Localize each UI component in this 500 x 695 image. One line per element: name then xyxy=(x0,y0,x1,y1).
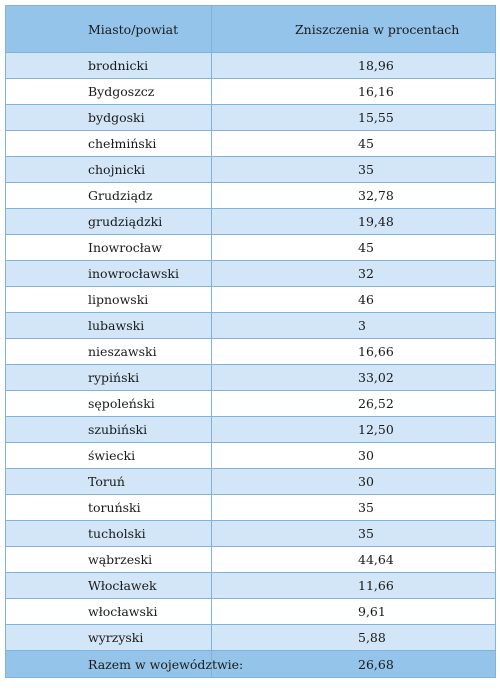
row-value-cell: 32,78 xyxy=(211,182,496,209)
row-name-cell: nieszawski xyxy=(5,338,212,365)
row-name-cell: rypiński xyxy=(5,364,212,391)
row-value-cell: 16,16 xyxy=(211,78,496,105)
table-total-row: Razem w województwie: 26,68 xyxy=(5,650,496,678)
table-row: szubiński 12,50 xyxy=(5,416,496,443)
total-value: 26,68 xyxy=(211,650,496,678)
row-name-cell: grudziądzki xyxy=(5,208,212,235)
destruction-table: Miasto/powiat Zniszczenia w procentach b… xyxy=(5,5,496,678)
row-name-cell: chełmiński xyxy=(5,130,212,157)
row-name-cell: bydgoski xyxy=(5,104,212,131)
row-value-cell: 32 xyxy=(211,260,496,287)
row-value-cell: 12,50 xyxy=(211,416,496,443)
row-value-cell: 35 xyxy=(211,156,496,183)
column-header-destruction-percent: Zniszczenia w procentach xyxy=(211,5,496,53)
row-value-cell: 9,61 xyxy=(211,598,496,625)
row-name-cell: Bydgoszcz xyxy=(5,78,212,105)
row-value-cell: 30 xyxy=(211,442,496,469)
row-name-cell: lipnowski xyxy=(5,286,212,313)
row-value-cell: 33,02 xyxy=(211,364,496,391)
row-name-cell: Inowrocław xyxy=(5,234,212,261)
row-name-cell: wąbrzeski xyxy=(5,546,212,573)
table-row: Inowrocław 45 xyxy=(5,234,496,261)
table-row: Toruń 30 xyxy=(5,468,496,495)
table-row: inowrocławski 32 xyxy=(5,260,496,287)
table-row: rypiński 33,02 xyxy=(5,364,496,391)
row-value-cell: 45 xyxy=(211,234,496,261)
row-value-cell: 18,96 xyxy=(211,52,496,79)
column-header-city-county: Miasto/powiat xyxy=(5,5,212,53)
table-row: brodnicki 18,96 xyxy=(5,52,496,79)
row-name-cell: włocławski xyxy=(5,598,212,625)
table-header-row: Miasto/powiat Zniszczenia w procentach xyxy=(5,5,496,53)
row-name-cell: świecki xyxy=(5,442,212,469)
table-row: bydgoski 15,55 xyxy=(5,104,496,131)
row-value-cell: 15,55 xyxy=(211,104,496,131)
row-name-cell: brodnicki xyxy=(5,52,212,79)
row-value-cell: 16,66 xyxy=(211,338,496,365)
row-name-cell: szubiński xyxy=(5,416,212,443)
row-value-cell: 11,66 xyxy=(211,572,496,599)
total-label: Razem w województwie: xyxy=(5,650,243,678)
table-body: brodnicki 18,96 Bydgoszcz 16,16 bydgoski 15,5… xyxy=(5,52,496,651)
table-row: Włocławek 11,66 xyxy=(5,572,496,599)
row-name-cell: Toruń xyxy=(5,468,212,495)
row-name-cell: inowrocławski xyxy=(5,260,212,287)
table-row: tucholski 35 xyxy=(5,520,496,547)
table-row: włocławski 9,61 xyxy=(5,598,496,625)
row-name-cell: Grudziądz xyxy=(5,182,212,209)
table-row: świecki 30 xyxy=(5,442,496,469)
table-row: toruński 35 xyxy=(5,494,496,521)
table-row: Bydgoszcz 16,16 xyxy=(5,78,496,105)
row-value-cell: 30 xyxy=(211,468,496,495)
table-row: Grudziądz 32,78 xyxy=(5,182,496,209)
row-value-cell: 46 xyxy=(211,286,496,313)
row-value-cell: 45 xyxy=(211,130,496,157)
table-row: lipnowski 46 xyxy=(5,286,496,313)
row-name-cell: wyrzyski xyxy=(5,624,212,651)
row-name-cell: lubawski xyxy=(5,312,212,339)
row-value-cell: 19,48 xyxy=(211,208,496,235)
row-name-cell: sępoleński xyxy=(5,390,212,417)
row-value-cell: 5,88 xyxy=(211,624,496,651)
row-name-cell: toruński xyxy=(5,494,212,521)
row-value-cell: 35 xyxy=(211,520,496,547)
table-row: wyrzyski 5,88 xyxy=(5,624,496,651)
table-row: lubawski 3 xyxy=(5,312,496,339)
row-value-cell: 44,64 xyxy=(211,546,496,573)
table-row: chełmiński 45 xyxy=(5,130,496,157)
row-value-cell: 3 xyxy=(211,312,496,339)
row-value-cell: 26,52 xyxy=(211,390,496,417)
table-row: sępoleński 26,52 xyxy=(5,390,496,417)
row-name-cell: tucholski xyxy=(5,520,212,547)
table-row: chojnicki 35 xyxy=(5,156,496,183)
table-row: wąbrzeski 44,64 xyxy=(5,546,496,573)
row-name-cell: Włocławek xyxy=(5,572,212,599)
row-value-cell: 35 xyxy=(211,494,496,521)
table-row: nieszawski 16,66 xyxy=(5,338,496,365)
row-name-cell: chojnicki xyxy=(5,156,212,183)
table-row: grudziądzki 19,48 xyxy=(5,208,496,235)
